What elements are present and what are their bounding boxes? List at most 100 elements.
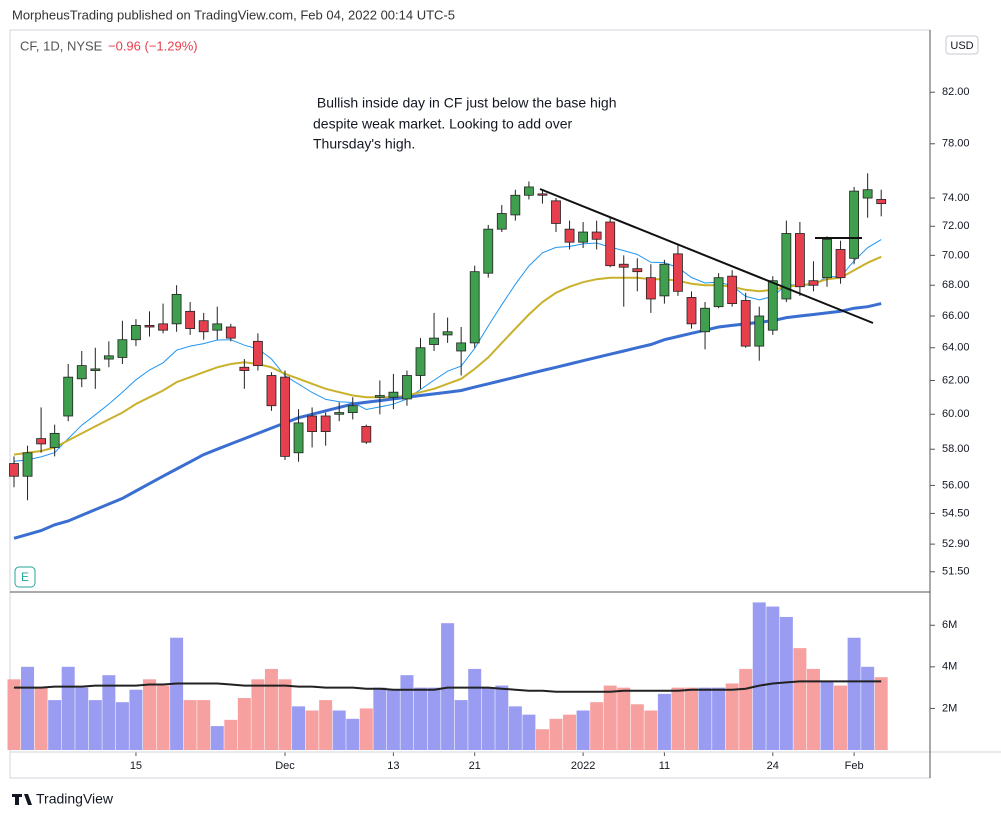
volume-bar	[156, 685, 170, 750]
candle-body	[537, 193, 548, 196]
candle-body	[835, 249, 846, 279]
volume-bar	[224, 719, 238, 750]
x-tick-label: 21	[469, 760, 481, 772]
candle-body	[144, 325, 155, 328]
candle-body	[456, 342, 467, 352]
x-tick-label: Feb	[845, 760, 864, 772]
y-tick-label: 68.00	[942, 279, 970, 291]
candle-body	[90, 368, 101, 371]
volume-bar	[874, 677, 888, 750]
candle-body	[361, 425, 372, 443]
volume-bar	[210, 726, 224, 750]
volume-bar	[563, 714, 577, 750]
y-tick-label: 62.00	[942, 374, 970, 386]
symbol-legend: CF, 1D, NYSE	[20, 38, 103, 53]
candle-body	[374, 395, 385, 398]
candle-body	[266, 375, 277, 407]
x-tick-label: 13	[387, 760, 399, 772]
candle-body	[822, 238, 832, 279]
moving-average	[13, 255, 882, 456]
volume-bar	[237, 698, 251, 750]
volume-bar	[48, 700, 62, 750]
price-change: −0.96 (−1.29%)	[108, 38, 198, 53]
volume-bar	[170, 637, 184, 750]
volume-bar	[617, 687, 631, 750]
volume-bar	[657, 693, 671, 750]
candle-body	[212, 323, 223, 331]
volume-bar	[522, 714, 536, 750]
volume-bar	[251, 679, 265, 750]
currency-button[interactable]	[945, 35, 979, 55]
candle-body	[849, 190, 859, 259]
trendline	[539, 188, 874, 324]
earnings-icon[interactable]	[14, 566, 36, 588]
candle-body	[22, 452, 33, 477]
volume-bar	[752, 602, 766, 750]
volume-bar	[861, 666, 875, 750]
volume-bar	[373, 687, 387, 750]
candle-body	[605, 221, 616, 267]
volume-bar	[603, 685, 617, 750]
x-tick-label: Dec	[275, 760, 295, 772]
volume-bar	[481, 687, 495, 750]
volume-bar	[820, 681, 834, 750]
volume-bar	[739, 668, 753, 750]
volume-bar	[576, 710, 590, 750]
volume-bar	[834, 685, 848, 750]
volume-bar	[386, 689, 400, 750]
candle-body	[117, 339, 128, 358]
candle-body	[686, 297, 697, 325]
y-tick-label: 4M	[942, 661, 957, 673]
moving-average	[13, 302, 882, 540]
annotation-line: despite weak market. Looking to add over	[313, 116, 572, 132]
volume-bar	[414, 687, 427, 750]
candle-body	[252, 340, 263, 367]
y-tick-label: 66.00	[942, 310, 970, 322]
volume-bar	[102, 675, 116, 750]
volume-bar	[346, 718, 360, 750]
y-tick-label: 60.00	[942, 408, 970, 420]
candle-body	[740, 300, 751, 347]
candle-body	[483, 228, 494, 274]
candle-body	[496, 213, 507, 230]
volume-bar	[793, 648, 807, 750]
volume-bar	[319, 700, 333, 750]
candle-body	[700, 307, 710, 333]
earnings-icon-glyph[interactable]: E	[21, 570, 29, 584]
volume-bar	[454, 700, 468, 750]
y-tick-label: 2M	[942, 702, 957, 714]
volume-bar	[305, 710, 319, 750]
volume-bar	[88, 700, 102, 750]
annotation-line: Thursday's high.	[313, 136, 415, 152]
volume-bar	[671, 687, 685, 750]
candle-body	[334, 412, 345, 415]
volume-bar	[549, 718, 563, 750]
brand-logo	[12, 794, 32, 805]
x-tick-label: 24	[767, 760, 779, 772]
y-tick-label: 82.00	[942, 86, 970, 98]
candle-body	[63, 376, 74, 417]
candle-body	[524, 186, 534, 196]
volume-bar	[806, 668, 820, 750]
candle-body	[320, 415, 331, 433]
candle-body	[225, 326, 236, 339]
volume-bar	[847, 637, 861, 750]
currency-label[interactable]: USD	[950, 40, 973, 52]
candle-body	[388, 391, 399, 398]
candle-body	[9, 463, 19, 477]
candle-body	[862, 189, 873, 199]
candle-body	[659, 263, 670, 297]
candle-body	[808, 280, 819, 286]
volume-bar	[7, 679, 21, 750]
candle-body	[103, 355, 114, 360]
volume-bar	[441, 623, 455, 750]
volume-bar	[685, 687, 698, 750]
y-tick-label: 54.50	[942, 507, 970, 519]
volume-bar	[129, 689, 143, 750]
volume-bar	[264, 668, 278, 750]
candle-body	[415, 347, 426, 376]
candle-body	[632, 268, 643, 273]
x-tick-label: 15	[130, 760, 142, 772]
y-tick-label: 70.00	[942, 249, 970, 261]
